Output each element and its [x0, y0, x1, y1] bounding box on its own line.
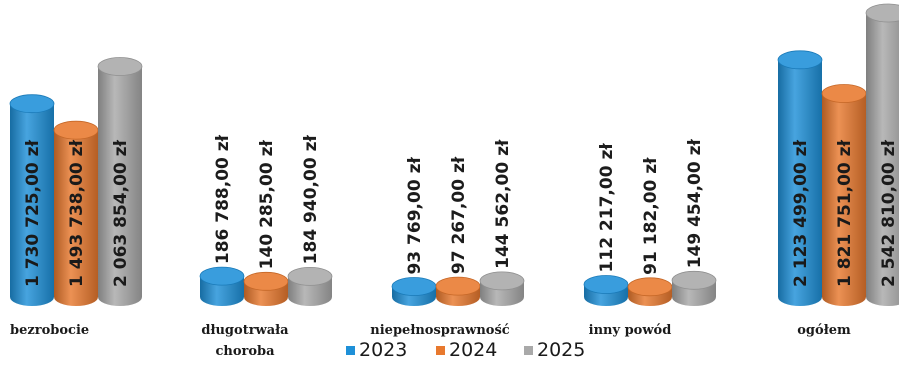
bar	[777, 50, 823, 306]
legend-label: 2024	[449, 339, 497, 361]
value-label: 1 821 751,00 zł	[835, 139, 855, 287]
bar	[479, 271, 525, 306]
legend-swatch	[436, 346, 445, 355]
value-label: 112 217,00 zł	[597, 143, 617, 273]
value-labels-group: 1 730 725,00 zł 1 493 738,00 zł 2 063 854,…	[23, 134, 899, 287]
bar	[391, 277, 437, 306]
bar	[821, 84, 867, 306]
legend-item: 2023	[346, 339, 407, 361]
value-label: 186 788,00 zł	[213, 134, 233, 264]
legend-item: 2024	[436, 339, 497, 361]
legend-label: 2025	[537, 339, 585, 361]
legend-swatch	[346, 346, 355, 355]
value-label: 140 285,00 zł	[257, 140, 277, 270]
bar	[97, 57, 143, 306]
bar	[9, 94, 55, 307]
category-label: niepełnosprawność	[370, 323, 509, 338]
bar	[53, 120, 99, 306]
value-label: 91 182,00 zł	[641, 157, 661, 275]
category-label: ogółem	[797, 323, 851, 338]
bar	[435, 276, 481, 306]
value-label: 93 769,00 zł	[405, 157, 425, 275]
bar	[287, 266, 333, 306]
bar	[583, 275, 629, 306]
category-label: bezrobocie	[10, 323, 89, 338]
value-label: 149 454,00 zł	[685, 138, 705, 268]
value-label: 184 940,00 zł	[301, 135, 321, 265]
value-label: 1 493 738,00 zł	[67, 139, 87, 287]
value-label: 2 063 854,00 zł	[111, 139, 131, 287]
value-label: 144 562,00 zł	[493, 139, 513, 269]
bars-group	[9, 3, 899, 307]
value-label: 2 123 499,00 zł	[791, 139, 811, 287]
bar	[243, 271, 289, 306]
legend-label: 2023	[359, 339, 407, 361]
legend: 2023 2024 2025	[346, 339, 585, 361]
value-label: 97 267,00 zł	[449, 156, 469, 274]
legend-swatch	[524, 346, 533, 355]
bar	[671, 270, 717, 306]
legend-item: 2025	[524, 339, 585, 361]
bar	[627, 277, 673, 306]
bar	[199, 266, 245, 306]
category-labels-group: bezrobocie długotrwała choroba niepełnospra…	[10, 323, 851, 359]
value-label: 2 542 810,00 zł	[879, 139, 899, 287]
category-label: długotrwała choroba	[201, 323, 289, 359]
category-label: inny powód	[589, 323, 672, 338]
value-label: 1 730 725,00 zł	[23, 139, 43, 287]
bar	[865, 3, 899, 306]
